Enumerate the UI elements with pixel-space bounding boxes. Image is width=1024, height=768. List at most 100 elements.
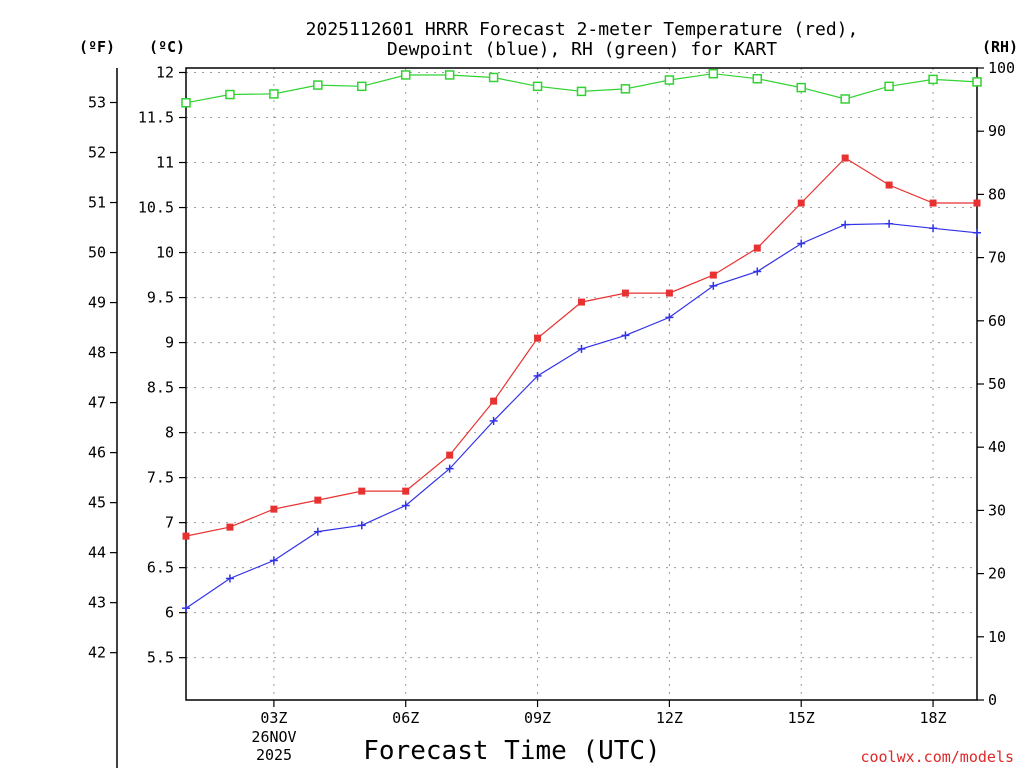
fahrenheit-tick-label: 52: [88, 144, 106, 162]
temperature-point: [358, 487, 366, 495]
celsius-tick-label: 9: [165, 334, 174, 352]
rh-point: [708, 68, 719, 79]
dewpoint-point: [269, 556, 278, 565]
rh-point: [357, 81, 367, 92]
temperature-point: [885, 181, 893, 189]
fahrenheit-tick-label: 53: [88, 94, 106, 112]
dewpoint-point: [357, 521, 366, 530]
dewpoint-point: [841, 220, 850, 229]
dewpoint-point: [489, 416, 498, 425]
axes: [110, 67, 984, 768]
temperature-point: [709, 271, 717, 279]
dewpoint-point: [313, 527, 322, 536]
rh-point: [796, 82, 806, 93]
rh-tick-label: 10: [988, 628, 1006, 646]
dewpoint-point: [182, 604, 190, 613]
date-label-year: 2025: [256, 746, 292, 764]
celsius-tick-label: 11.5: [138, 109, 174, 127]
fahrenheit-tick-label: 46: [88, 444, 106, 462]
rh-tick-label: 20: [988, 565, 1006, 583]
dewpoint-point: [577, 344, 586, 353]
dewpoint-point: [709, 281, 718, 290]
dewpoint-point: [753, 267, 762, 276]
fahrenheit-unit-label: (ºF): [79, 38, 115, 56]
dewpoint-line: [185, 223, 978, 609]
x-axis-label: Forecast Time (UTC): [363, 736, 660, 766]
rh-point: [400, 70, 411, 80]
celsius-tick-label: 7.5: [147, 469, 174, 487]
x-tick-label: 15Z: [788, 709, 815, 727]
celsius-tick-label: 7: [165, 514, 174, 532]
rh-point: [884, 81, 894, 92]
dewpoint-point: [929, 224, 938, 233]
dewpoint-point: [533, 371, 542, 380]
rh-tick-label: 40: [988, 438, 1006, 456]
rh-point: [488, 72, 499, 83]
rh-point: [532, 81, 543, 92]
rh-point: [972, 77, 982, 87]
temperature-point: [490, 397, 498, 405]
fahrenheit-tick-label: 47: [88, 394, 106, 412]
rh-point: [752, 73, 763, 84]
temperature-point: [841, 154, 849, 162]
dewpoint-point: [445, 464, 454, 473]
dewpoint-series: [182, 219, 981, 613]
dewpoint-point: [973, 228, 981, 237]
rh-tick-label: 30: [988, 501, 1006, 519]
rh-point: [928, 74, 938, 85]
celsius-tick-label: 6: [165, 604, 174, 622]
rh-point: [664, 75, 675, 85]
rh-point: [620, 84, 631, 94]
dewpoint-point: [665, 313, 674, 322]
temperature-series: [182, 154, 981, 540]
fahrenheit-tick-label: 50: [88, 244, 106, 262]
fahrenheit-tick-label: 45: [88, 494, 106, 512]
temperature-point: [929, 199, 937, 207]
chart-title-line1: 2025112601 HRRR Forecast 2-meter Tempera…: [306, 19, 859, 40]
rh-point: [444, 70, 455, 80]
celsius-tick-label: 10.5: [138, 199, 174, 217]
celsius-unit-label: (ºC): [149, 38, 185, 56]
temperature-point: [314, 496, 322, 504]
x-tick-label: 03Z: [260, 709, 287, 727]
temperature-point: [402, 487, 410, 495]
temperature-point: [973, 199, 981, 207]
temperature-point: [270, 505, 278, 513]
tick-labels: 42 43 44 45 46 47 48 49 50 51 52 53 5.5 6 6.5 7 7.5 8 8.5 9…: [88, 59, 1015, 727]
temperature-point: [182, 532, 190, 540]
temperature-point: [797, 199, 805, 207]
dewpoint-point: [885, 219, 894, 228]
rh-point: [313, 80, 323, 90]
x-tick-label: 12Z: [656, 709, 683, 727]
rh-tick-label: 60: [988, 312, 1006, 330]
celsius-tick-label: 8: [165, 424, 174, 442]
temperature-point: [534, 334, 542, 342]
fahrenheit-tick-label: 44: [88, 544, 106, 562]
celsius-tick-label: 10: [156, 244, 174, 262]
celsius-tick-label: 6.5: [147, 559, 174, 577]
rh-point: [576, 86, 587, 97]
temperature-point: [753, 244, 761, 252]
celsius-tick-label: 8.5: [147, 379, 174, 397]
celsius-tick-label: 5.5: [147, 649, 174, 667]
credit-label: coolwx.com/models: [860, 748, 1014, 766]
rh-point: [840, 94, 850, 104]
date-label-day: 26NOV: [251, 728, 296, 746]
rh-point: [269, 89, 279, 99]
rh-tick-label: 100: [988, 59, 1015, 77]
x-tick-label: 09Z: [524, 709, 551, 727]
fahrenheit-tick-label: 51: [88, 194, 106, 212]
data-series: [181, 68, 982, 613]
rh-point: [225, 89, 235, 100]
dewpoint-point: [401, 501, 410, 510]
rh-tick-label: 0: [988, 691, 997, 709]
rh-tick-label: 90: [988, 122, 1006, 140]
celsius-tick-label: 11: [156, 154, 174, 172]
temperature-point: [226, 523, 234, 531]
celsius-tick-label: 12: [156, 64, 174, 82]
chart-title-line2: Dewpoint (blue), RH (green) for KART: [387, 39, 777, 60]
celsius-tick-label: 9.5: [147, 289, 174, 307]
dewpoint-point: [225, 574, 234, 583]
fahrenheit-tick-label: 43: [88, 594, 106, 612]
